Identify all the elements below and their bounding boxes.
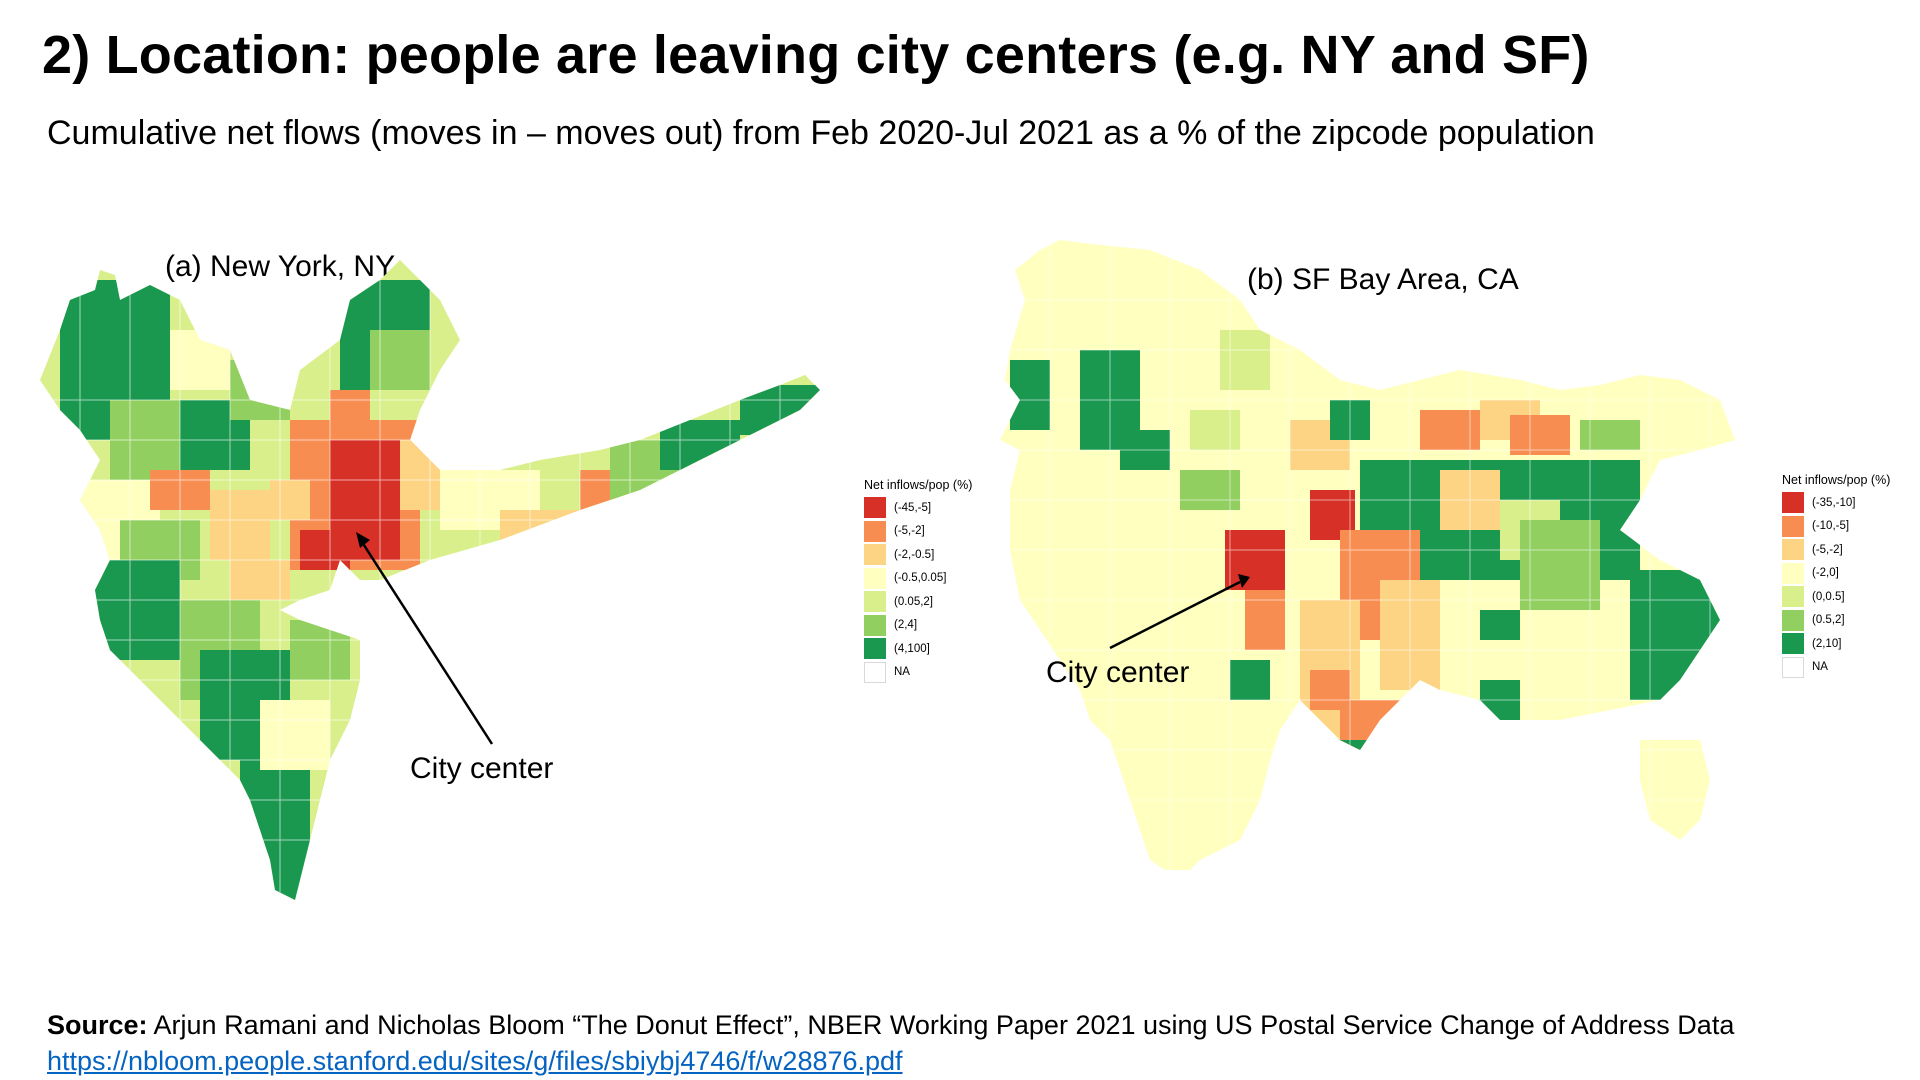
sf-legend-label: (-35,-10] bbox=[1812, 496, 1856, 509]
ny-legend-label: (-2,-0.5] bbox=[894, 548, 935, 561]
sf-legend-swatch bbox=[1782, 586, 1804, 608]
slide-subtitle: Cumulative net flows (moves in – moves o… bbox=[47, 114, 1595, 152]
ny-legend-item: (0.05,2] bbox=[864, 590, 972, 614]
sf-legend-swatch bbox=[1782, 539, 1804, 561]
sf-legend-swatch bbox=[1782, 633, 1804, 655]
ny-city-center-callout: City center bbox=[410, 752, 554, 785]
sf-legend-item: (2,10] bbox=[1782, 632, 1890, 656]
ny-map-title: (a) New York, NY bbox=[165, 250, 396, 283]
sf-legend-item: (-35,-10] bbox=[1782, 491, 1890, 515]
ny-legend-label: (4,100] bbox=[894, 642, 930, 655]
ny-legend-title: Net inflows/pop (%) bbox=[864, 478, 973, 492]
source-label: Source: bbox=[47, 1010, 148, 1040]
ny-legend-item: (-5,-2] bbox=[864, 520, 972, 544]
ny-legend-item: NA bbox=[864, 661, 972, 685]
sf-legend-label: (-10,-5] bbox=[1812, 520, 1850, 533]
ny-map-legend: Net inflows/pop (%) (-45,-5] (-5,-2] (-2,-… bbox=[864, 478, 972, 684]
paper-link[interactable]: https://nbloom.people.stanford.edu/sites… bbox=[47, 1046, 903, 1076]
sf-legend-item: (0.5,2] bbox=[1782, 609, 1890, 633]
slide-title: 2) Location: people are leaving city cen… bbox=[42, 25, 1590, 85]
ny-legend-label: (0.05,2] bbox=[894, 595, 933, 608]
sf-legend-swatch bbox=[1782, 656, 1804, 678]
source-citation: Source: Arjun Ramani and Nicholas Bloom … bbox=[47, 1010, 1734, 1041]
ny-legend-swatch bbox=[864, 544, 886, 566]
source-text: Arjun Ramani and Nicholas Bloom “The Don… bbox=[147, 1010, 1735, 1040]
sf-legend-swatch bbox=[1782, 515, 1804, 537]
ny-legend-swatch bbox=[864, 638, 886, 660]
ny-legend-swatch bbox=[864, 614, 886, 636]
ny-legend-label: NA bbox=[894, 666, 910, 679]
ny-legend-swatch bbox=[864, 497, 886, 519]
ny-legend-item: (-45,-5] bbox=[864, 496, 972, 520]
sf-city-center-callout: City center bbox=[1046, 656, 1190, 689]
sf-legend-swatch bbox=[1782, 492, 1804, 514]
sf-legend-item: (-10,-5] bbox=[1782, 515, 1890, 539]
ny-legend-label: (-5,-2] bbox=[894, 525, 925, 538]
sf-legend-label: (-5,-2] bbox=[1812, 543, 1843, 556]
sf-map-title: (b) SF Bay Area, CA bbox=[1247, 263, 1519, 296]
sf-legend-label: (2,10] bbox=[1812, 637, 1842, 650]
sf-legend-item: (-5,-2] bbox=[1782, 538, 1890, 562]
ny-legend-item: (4,100] bbox=[864, 637, 972, 661]
sf-legend-label: (0.5,2] bbox=[1812, 614, 1845, 627]
sf-legend-swatch bbox=[1782, 562, 1804, 584]
sf-legend-title: Net inflows/pop (%) bbox=[1782, 473, 1891, 487]
ny-legend-label: (2,4] bbox=[894, 619, 918, 632]
sf-legend-item: NA bbox=[1782, 656, 1890, 680]
sf-legend-label: NA bbox=[1812, 661, 1828, 674]
ny-legend-swatch bbox=[864, 661, 886, 683]
ny-legend-item: (2,4] bbox=[864, 614, 972, 638]
sf-legend-item: (-2,0] bbox=[1782, 562, 1890, 586]
ny-legend-swatch bbox=[864, 591, 886, 613]
sf-legend-swatch bbox=[1782, 609, 1804, 631]
ny-legend-item: (-0.5,0.05] bbox=[864, 567, 972, 591]
ny-legend-swatch bbox=[864, 520, 886, 542]
sf-legend-item: (0,0.5] bbox=[1782, 585, 1890, 609]
ny-legend-label: (-0.5,0.05] bbox=[894, 572, 947, 585]
sf-legend-label: (-2,0] bbox=[1812, 567, 1839, 580]
sf-legend-label: (0,0.5] bbox=[1812, 590, 1845, 603]
ny-legend-label: (-45,-5] bbox=[894, 501, 932, 514]
ny-legend-swatch bbox=[864, 567, 886, 589]
sf-map-legend: Net inflows/pop (%) (-35,-10] (-10,-5] (-5… bbox=[1782, 473, 1890, 679]
ny-legend-item: (-2,-0.5] bbox=[864, 543, 972, 567]
